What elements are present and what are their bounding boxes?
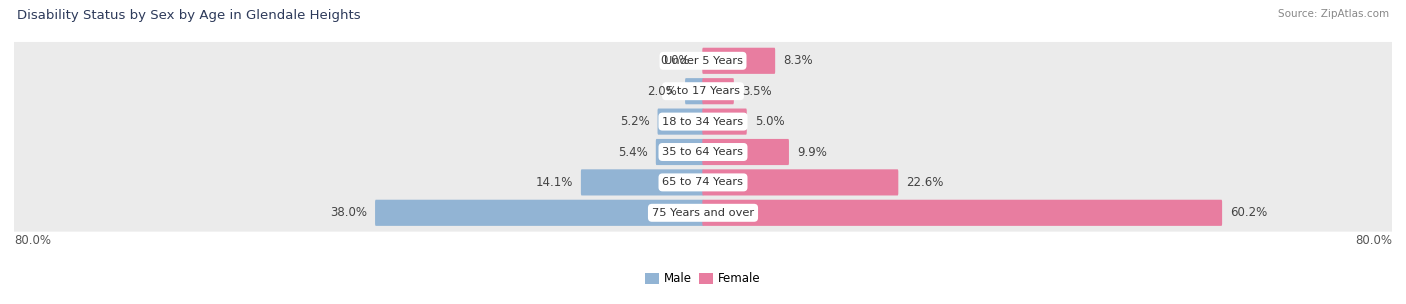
Text: 18 to 34 Years: 18 to 34 Years — [662, 117, 744, 126]
Text: Disability Status by Sex by Age in Glendale Heights: Disability Status by Sex by Age in Glend… — [17, 9, 360, 22]
FancyBboxPatch shape — [703, 48, 775, 74]
FancyBboxPatch shape — [581, 169, 703, 195]
Text: 5.2%: 5.2% — [620, 115, 650, 128]
Text: 65 to 74 Years: 65 to 74 Years — [662, 178, 744, 187]
FancyBboxPatch shape — [13, 164, 1393, 201]
FancyBboxPatch shape — [13, 42, 1393, 80]
Text: 8.3%: 8.3% — [783, 54, 813, 67]
Text: 2.0%: 2.0% — [647, 85, 678, 98]
FancyBboxPatch shape — [375, 200, 703, 226]
Text: 3.5%: 3.5% — [742, 85, 772, 98]
FancyBboxPatch shape — [703, 200, 1222, 226]
FancyBboxPatch shape — [13, 194, 1393, 232]
Text: 80.0%: 80.0% — [14, 234, 51, 247]
Text: 60.2%: 60.2% — [1230, 206, 1267, 219]
FancyBboxPatch shape — [703, 109, 747, 135]
FancyBboxPatch shape — [658, 109, 703, 135]
Text: 14.1%: 14.1% — [536, 176, 574, 189]
Text: 9.9%: 9.9% — [797, 146, 827, 158]
FancyBboxPatch shape — [655, 139, 703, 165]
FancyBboxPatch shape — [703, 78, 734, 104]
FancyBboxPatch shape — [685, 78, 703, 104]
FancyBboxPatch shape — [703, 139, 789, 165]
Text: 22.6%: 22.6% — [907, 176, 943, 189]
Text: 35 to 64 Years: 35 to 64 Years — [662, 147, 744, 157]
Text: 5.0%: 5.0% — [755, 115, 785, 128]
Text: 75 Years and over: 75 Years and over — [652, 208, 754, 218]
FancyBboxPatch shape — [703, 169, 898, 195]
Text: 38.0%: 38.0% — [330, 206, 367, 219]
Text: 80.0%: 80.0% — [1355, 234, 1392, 247]
FancyBboxPatch shape — [13, 103, 1393, 140]
Text: 5.4%: 5.4% — [619, 146, 648, 158]
Text: 0.0%: 0.0% — [661, 54, 690, 67]
Text: Under 5 Years: Under 5 Years — [664, 56, 742, 66]
Legend: Male, Female: Male, Female — [641, 268, 765, 290]
FancyBboxPatch shape — [13, 72, 1393, 110]
Text: Source: ZipAtlas.com: Source: ZipAtlas.com — [1278, 9, 1389, 19]
FancyBboxPatch shape — [13, 133, 1393, 171]
Text: 5 to 17 Years: 5 to 17 Years — [666, 86, 740, 96]
